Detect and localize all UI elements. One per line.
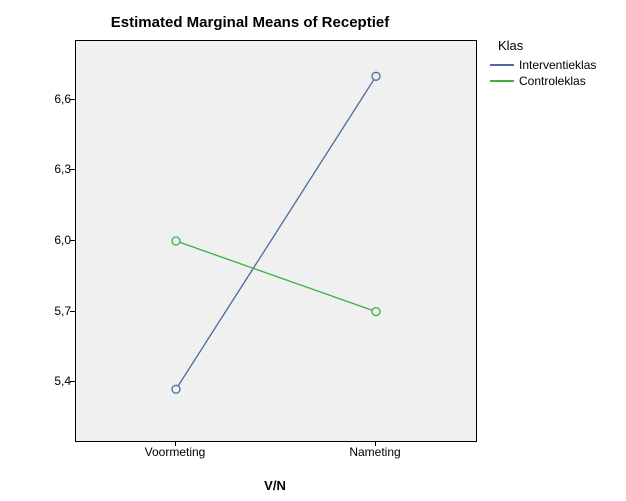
x-tick-label: Nameting bbox=[349, 445, 400, 459]
legend-item: Interventieklas bbox=[490, 57, 596, 72]
legend-label: Controleklas bbox=[519, 74, 586, 88]
x-tick-label: Voormeting bbox=[145, 445, 206, 459]
y-tick-mark bbox=[70, 381, 75, 382]
legend-items: Interventieklas Controleklas bbox=[490, 57, 596, 88]
data-marker bbox=[172, 237, 180, 245]
x-tick-mark bbox=[175, 441, 176, 446]
plot-area bbox=[75, 40, 477, 442]
legend-swatch bbox=[490, 80, 514, 82]
data-marker bbox=[372, 308, 380, 316]
x-tick-mark bbox=[375, 441, 376, 446]
y-tick-mark bbox=[70, 99, 75, 100]
series-line bbox=[176, 76, 376, 389]
legend-title: Klas bbox=[498, 38, 596, 53]
y-tick-label: 6,0 bbox=[31, 233, 71, 247]
y-tick-label: 6,6 bbox=[31, 92, 71, 106]
y-tick-mark bbox=[70, 169, 75, 170]
data-marker bbox=[372, 72, 380, 80]
y-tick-label: 5,7 bbox=[31, 304, 71, 318]
legend-item: Controleklas bbox=[490, 73, 596, 88]
y-tick-mark bbox=[70, 240, 75, 241]
y-tick-label: 6,3 bbox=[31, 162, 71, 176]
x-axis-label: V/N bbox=[75, 478, 475, 493]
legend-label: Interventieklas bbox=[519, 58, 596, 72]
data-marker bbox=[172, 385, 180, 393]
legend: Klas Interventieklas Controleklas bbox=[490, 38, 596, 89]
chart-container: Estimated Marginal Means of Receptief Es… bbox=[0, 0, 626, 501]
y-tick-label: 5,4 bbox=[31, 374, 71, 388]
legend-swatch bbox=[490, 64, 514, 66]
series-line bbox=[176, 241, 376, 312]
y-tick-mark bbox=[70, 311, 75, 312]
chart-svg bbox=[76, 41, 476, 441]
chart-title: Estimated Marginal Means of Receptief bbox=[0, 14, 500, 31]
